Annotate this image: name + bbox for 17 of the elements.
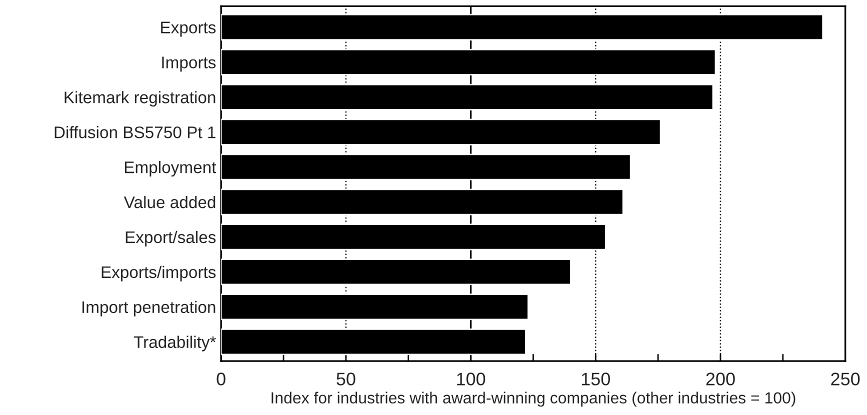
x-tick-label: 200: [706, 372, 735, 386]
x-tick-label: 150: [582, 372, 610, 386]
x-tick-label: 50: [336, 372, 356, 386]
y-tick-label: Value added: [124, 196, 216, 208]
x-tick-label: 250: [831, 372, 860, 386]
y-tick-label: Diffusion BS5750 Pt 1: [54, 126, 216, 138]
y-tick-label: Tradability*: [134, 336, 216, 352]
y-tick-label: Exports: [161, 22, 216, 37]
y-tick-label: Imports: [162, 56, 216, 72]
x-tick-label: 0: [216, 372, 226, 386]
y-tick-label: Exports/imports: [102, 266, 216, 282]
y-tick-label: Export/sales: [126, 230, 216, 246]
x-tick-label: 100: [457, 372, 486, 386]
y-tick-label: Employment: [124, 160, 216, 177]
y-tick-label: Kitemark registration: [64, 91, 216, 107]
x-axis-title: Index for industries with award-winning companies (other industries = 100): [272, 392, 796, 407]
y-tick-label: Import penetration: [82, 300, 216, 316]
